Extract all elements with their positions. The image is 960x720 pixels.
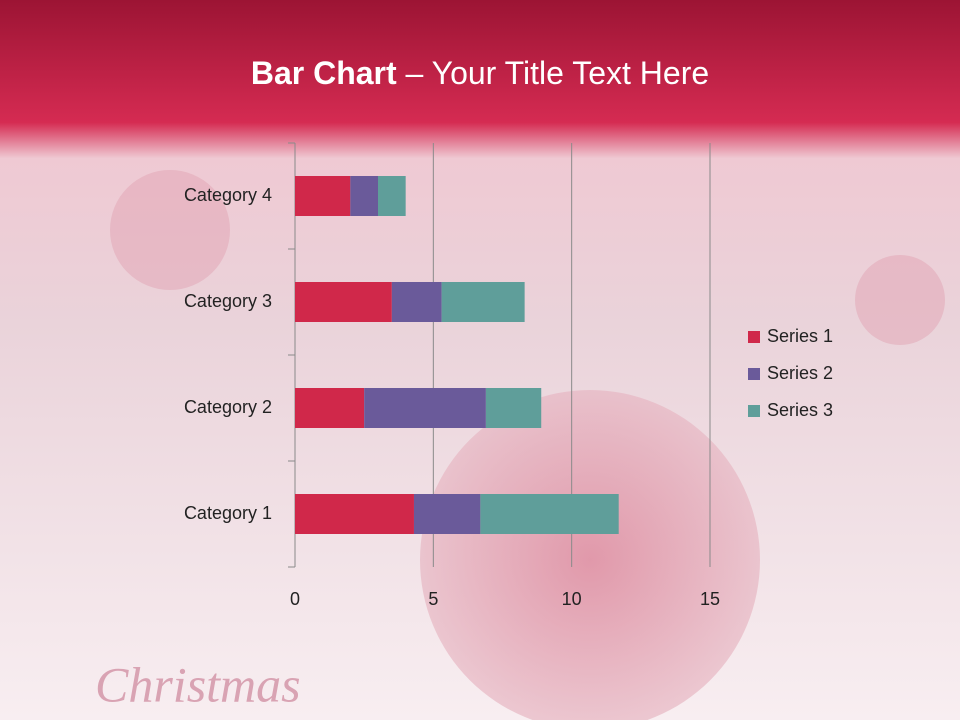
legend-swatch	[748, 405, 760, 417]
x-tick-label: 0	[290, 589, 300, 609]
title-bold: Bar Chart	[251, 55, 397, 91]
legend-label: Series 3	[767, 400, 833, 420]
title-rest: – Your Title Text Here	[406, 55, 710, 91]
bar-segment	[350, 176, 378, 216]
y-tick-label: Category 1	[184, 503, 272, 523]
bar-segment	[391, 282, 442, 322]
bar-segment	[480, 494, 619, 534]
y-tick-label: Category 3	[184, 291, 272, 311]
bar-segment	[295, 494, 414, 534]
y-tick-label: Category 2	[184, 397, 272, 417]
x-tick-label: 5	[428, 589, 438, 609]
legend-label: Series 2	[767, 363, 833, 383]
bar-segment	[295, 282, 392, 322]
bar-segment	[441, 282, 525, 322]
ornament	[855, 255, 945, 345]
ornament	[420, 390, 760, 720]
ornament	[110, 170, 230, 290]
slide-title: Bar Chart – Your Title Text Here	[251, 55, 709, 91]
bar-segment	[295, 176, 351, 216]
bar-segment	[485, 388, 542, 428]
bar-segment	[295, 388, 365, 428]
bar-segment	[413, 494, 481, 534]
legend-swatch	[748, 368, 760, 380]
legend-swatch	[748, 331, 760, 343]
bar-segment	[364, 388, 486, 428]
watermark: Christmas	[95, 656, 301, 712]
x-tick-label: 15	[700, 589, 720, 609]
y-tick-label: Category 4	[184, 185, 272, 205]
bar-segment	[378, 176, 406, 216]
legend-label: Series 1	[767, 326, 833, 346]
x-tick-label: 10	[562, 589, 582, 609]
chart: 0 5 10 15 Category 1 Category 2 Category 3 Cate…	[184, 142, 833, 609]
